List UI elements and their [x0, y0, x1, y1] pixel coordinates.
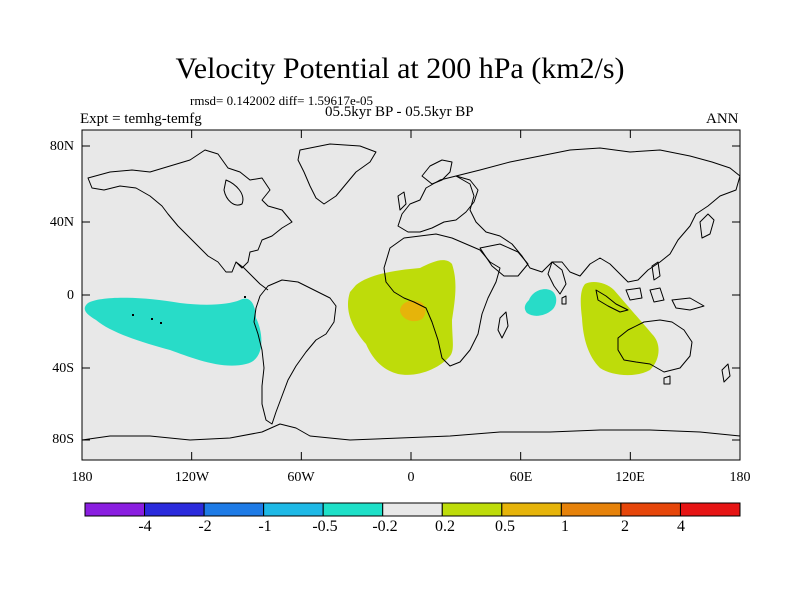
colorbar-label: 0.5 [495, 518, 515, 535]
colorbar-swatch [144, 502, 205, 517]
lat-label-40n: 40N [49, 215, 74, 230]
anomaly-central-pacific [84, 297, 262, 366]
lon-label-60w: 60W [287, 470, 315, 485]
colorbar-swatch [263, 502, 324, 517]
axis-ticks [81, 130, 741, 460]
anomaly-atlantic-africa-core [400, 300, 426, 322]
lat-label-80s: 80S [52, 432, 74, 447]
lat-label-eq: 0 [67, 288, 74, 303]
anomaly-east-indian-ocean [580, 282, 659, 376]
colorbar-label: -4 [138, 518, 152, 535]
colorbar-label: -1 [258, 518, 272, 535]
colorbar-swatch [620, 502, 681, 517]
colorbar-label: 1 [561, 518, 569, 535]
plot-title: Velocity Potential at 200 hPa (km2/s) [175, 52, 625, 85]
colorbar-label: 0.2 [435, 518, 455, 535]
colorbar-swatch [84, 502, 146, 517]
colorbar-swatch [560, 502, 622, 517]
colorbar-label: -0.5 [312, 518, 338, 535]
lat-label-40s: 40S [52, 361, 74, 376]
colorbar-label: -0.2 [372, 518, 398, 535]
lon-label-60e: 60E [509, 470, 533, 485]
anomaly-atlantic-africa [347, 260, 456, 375]
anomaly-west-indian-ocean [524, 289, 557, 316]
period-label: 05.5kyr BP - 05.5kyr BP [325, 104, 474, 120]
lon-label-120w: 120W [174, 470, 210, 485]
season-label: ANN [706, 111, 739, 127]
lon-label-0: 0 [407, 470, 415, 485]
stats-text: rmsd= 0.142002 diff= 1.59617e-05 [190, 93, 374, 108]
colorbar [84, 502, 741, 517]
colorbar-label: -2 [198, 518, 212, 535]
colorbar-swatch [203, 502, 265, 517]
colorbar-swatch [501, 502, 562, 517]
colorbar-swatch [322, 502, 384, 517]
colorbar-swatch [382, 502, 443, 517]
colorbar-swatch [679, 502, 741, 517]
coastlines [81, 143, 741, 441]
pacific-island-dots [132, 296, 246, 324]
lon-label-120e: 120E [615, 470, 645, 485]
colorbar-label: 4 [677, 518, 685, 535]
lat-label-80n: 80N [49, 139, 74, 154]
colorbar-swatch [441, 502, 503, 517]
lon-label-180w: 180 [71, 470, 93, 485]
lon-label-180e: 180 [729, 470, 751, 485]
experiment-label: Expt = temhg-temfg [80, 111, 202, 127]
colorbar-label: 2 [621, 518, 629, 535]
